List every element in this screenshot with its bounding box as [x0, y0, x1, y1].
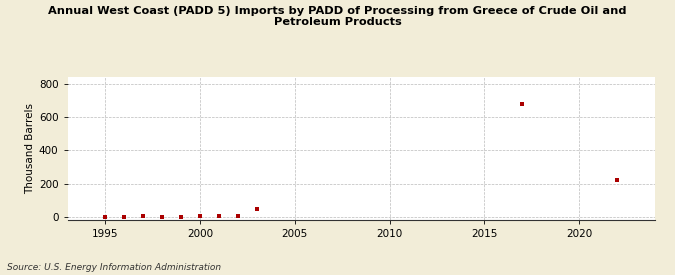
Point [119, 214, 130, 219]
Text: Source: U.S. Energy Information Administration: Source: U.S. Energy Information Administ… [7, 263, 221, 272]
Point [252, 207, 263, 211]
Point [233, 214, 244, 218]
Text: Annual West Coast (PADD 5) Imports by PADD of Processing from Greece of Crude Oi: Annual West Coast (PADD 5) Imports by PA… [48, 6, 627, 27]
Point [138, 214, 148, 218]
Point [214, 214, 225, 218]
Point [100, 214, 111, 219]
Point [517, 101, 528, 106]
Point [176, 214, 186, 219]
Point [157, 214, 167, 219]
Point [194, 214, 205, 218]
Point [612, 178, 622, 183]
Y-axis label: Thousand Barrels: Thousand Barrels [25, 103, 34, 194]
